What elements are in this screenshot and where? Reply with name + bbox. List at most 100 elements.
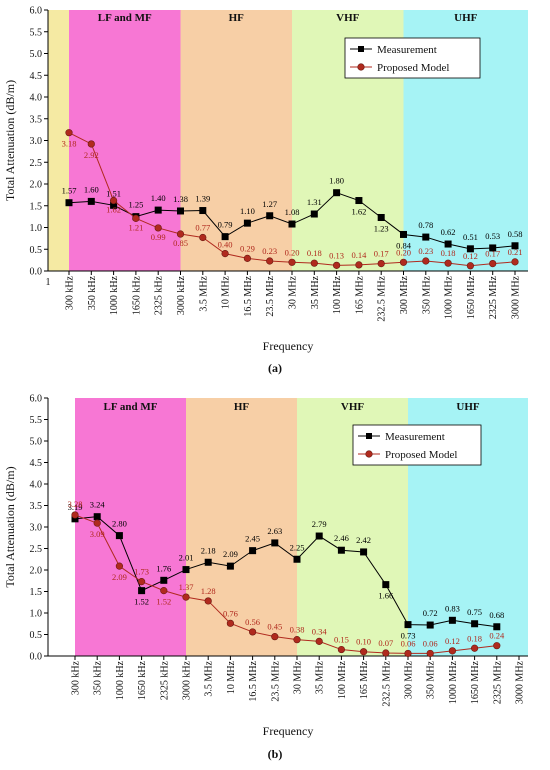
marker-measurement: [489, 244, 497, 252]
marker-proposed-model: [466, 262, 475, 270]
data-label: 0.77: [195, 223, 210, 233]
data-label: 2.92: [84, 150, 99, 160]
band-label: VHF: [341, 401, 365, 413]
marker-proposed-model: [65, 129, 73, 137]
marker-proposed-model: [444, 259, 452, 267]
x-tick-label: 350 MHz: [426, 660, 437, 699]
marker-proposed-model: [471, 644, 479, 652]
data-label: 2.01: [179, 553, 194, 563]
data-label: 0.53: [485, 231, 500, 241]
legend-marker-square: [366, 433, 372, 439]
data-label: 1.31: [307, 197, 322, 207]
x-tick-label: 165 MHz: [354, 275, 365, 314]
y-tick-label: 1.0: [30, 223, 43, 234]
legend-label: Measurement: [377, 44, 437, 56]
data-label: 1.52: [156, 597, 171, 607]
data-label: 2.09: [223, 549, 238, 559]
marker-proposed-model: [315, 637, 323, 645]
data-label: 0.18: [441, 248, 456, 258]
data-label: 0.83: [445, 603, 460, 613]
x-tick-label: 3000 MHz: [515, 660, 526, 704]
data-label: 0.24: [489, 631, 505, 641]
data-label: 1.38: [173, 194, 188, 204]
marker-measurement: [115, 532, 123, 540]
marker-measurement: [448, 616, 456, 624]
panel-label: (b): [268, 747, 283, 761]
marker-proposed-model: [109, 196, 118, 205]
marker-proposed-model: [93, 519, 101, 527]
x-tick-label: 300 MHz: [404, 660, 415, 699]
data-label: 1.73: [134, 567, 149, 577]
band-region: [186, 398, 297, 656]
x-tick-label: 3000 MHz: [511, 275, 522, 319]
data-label: 0.10: [356, 637, 371, 647]
data-label: 1.57: [62, 186, 77, 196]
marker-measurement: [288, 220, 296, 228]
marker-proposed-model: [333, 261, 341, 269]
x-tick-label: 16.5 MHz: [248, 660, 259, 701]
band-label: HF: [234, 401, 250, 413]
marker-measurement: [271, 539, 279, 547]
data-label: 2.18: [201, 545, 216, 555]
marker-measurement: [310, 210, 318, 218]
marker-measurement: [293, 555, 301, 563]
y-tick-label: 4.5: [30, 71, 43, 82]
data-label: 1.27: [262, 199, 277, 209]
x-tick-label: 2325 kHz: [154, 275, 165, 315]
data-label: 0.58: [508, 229, 523, 239]
marker-proposed-model: [87, 140, 95, 148]
data-label: 0.06: [401, 638, 416, 648]
x-tick-label: 16.5 MHz: [243, 275, 254, 316]
data-label: 0.72: [423, 608, 438, 618]
marker-measurement: [333, 189, 341, 197]
marker-measurement: [355, 197, 363, 205]
marker-proposed-model: [226, 619, 234, 627]
data-label: 2.80: [112, 519, 127, 529]
marker-measurement: [154, 206, 162, 214]
data-label: 0.20: [396, 247, 411, 257]
data-label: 3.24: [90, 500, 106, 510]
marker-proposed-model: [360, 648, 368, 656]
marker-proposed-model: [493, 642, 501, 650]
x-tick-label: 165 MHz: [359, 660, 370, 699]
x-tick-label: 1000 kHz: [109, 275, 120, 315]
x-tick-label: 100 MHz: [332, 275, 343, 314]
series-line-proposed-model: [74, 514, 497, 654]
y-tick-label: 4.0: [30, 93, 43, 104]
data-label: 0.18: [307, 248, 322, 258]
marker-proposed-model: [511, 258, 519, 266]
band-label: UHF: [454, 12, 478, 24]
data-label: 3.28: [68, 499, 83, 509]
marker-proposed-model: [199, 233, 207, 242]
data-label: 1.10: [240, 206, 255, 216]
data-label: 1.28: [201, 586, 216, 596]
marker-proposed-model: [399, 258, 408, 266]
data-label: 0.20: [285, 247, 300, 257]
marker-proposed-model: [249, 628, 257, 636]
x-tick-label: 35 MHz: [310, 275, 321, 309]
marker-proposed-model: [288, 258, 296, 266]
marker-measurement: [511, 242, 519, 250]
legend-marker-square: [358, 46, 364, 52]
legend-marker-circle: [365, 450, 373, 458]
data-label: 1.52: [134, 597, 149, 607]
data-label: 0.15: [334, 635, 349, 645]
marker-proposed-model: [138, 578, 146, 586]
data-label: 2.63: [267, 526, 282, 536]
data-label: 1.39: [195, 194, 210, 204]
band-region: [180, 10, 292, 271]
marker-measurement: [400, 230, 407, 238]
data-label: 2.09: [112, 572, 127, 582]
data-label: 0.06: [423, 638, 438, 648]
y-tick-label: 6.0: [30, 394, 43, 405]
marker-proposed-model: [293, 636, 301, 644]
x-tick-label: 1650 kHz: [137, 660, 148, 700]
marker-measurement: [466, 245, 474, 253]
band-label: VHF: [336, 12, 360, 24]
y-tick-label: 3.5: [30, 114, 43, 125]
data-label: 0.76: [223, 608, 238, 618]
marker-proposed-model: [377, 260, 385, 268]
y-tick-label: 6.0: [30, 6, 43, 17]
data-label: 0.73: [401, 631, 416, 641]
x-tick-label: 10 MHz: [221, 275, 232, 309]
